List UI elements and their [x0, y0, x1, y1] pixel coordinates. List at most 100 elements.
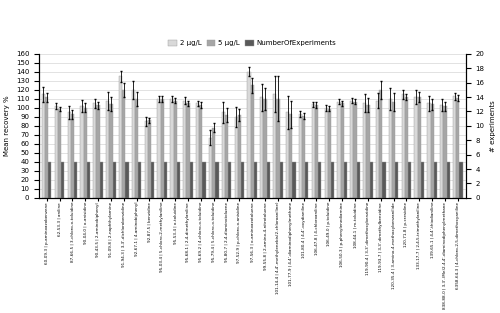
- Bar: [376, 101, 379, 198]
- Bar: [392, 102, 395, 198]
- Bar: [280, 162, 283, 198]
- Bar: [264, 99, 266, 198]
- Bar: [135, 99, 138, 198]
- Bar: [405, 97, 408, 198]
- Bar: [440, 105, 444, 198]
- Bar: [183, 101, 186, 198]
- Bar: [212, 128, 216, 198]
- Bar: [306, 162, 308, 198]
- Bar: [61, 162, 64, 198]
- Bar: [42, 95, 45, 198]
- Bar: [45, 97, 48, 198]
- Bar: [318, 162, 322, 198]
- Bar: [234, 117, 238, 198]
- Bar: [80, 106, 84, 198]
- Bar: [328, 109, 331, 198]
- Bar: [87, 162, 90, 198]
- Bar: [456, 98, 460, 198]
- Bar: [84, 108, 87, 198]
- Bar: [177, 162, 180, 198]
- Bar: [446, 162, 450, 198]
- Bar: [266, 162, 270, 198]
- Bar: [350, 101, 354, 198]
- Bar: [151, 162, 154, 198]
- Bar: [228, 162, 232, 198]
- Bar: [222, 112, 225, 198]
- Bar: [93, 103, 96, 198]
- Bar: [74, 162, 77, 198]
- Bar: [158, 99, 160, 198]
- Bar: [382, 162, 386, 198]
- Bar: [370, 162, 372, 198]
- Bar: [366, 105, 370, 198]
- Bar: [414, 97, 418, 198]
- Bar: [292, 162, 296, 198]
- Bar: [138, 162, 141, 198]
- Bar: [354, 102, 356, 198]
- Bar: [54, 106, 58, 198]
- Bar: [356, 162, 360, 198]
- Bar: [202, 162, 205, 198]
- Bar: [418, 97, 421, 198]
- Bar: [106, 101, 110, 198]
- Bar: [112, 162, 116, 198]
- Bar: [68, 112, 70, 198]
- Y-axis label: # experiments: # experiments: [490, 100, 496, 152]
- Bar: [340, 103, 344, 198]
- Bar: [100, 162, 103, 198]
- Bar: [250, 85, 254, 198]
- Bar: [96, 105, 100, 198]
- Bar: [190, 162, 193, 198]
- Bar: [338, 102, 340, 198]
- Bar: [344, 162, 347, 198]
- Bar: [132, 90, 135, 198]
- Bar: [430, 104, 434, 198]
- Bar: [434, 162, 437, 198]
- Bar: [209, 137, 212, 198]
- Bar: [444, 106, 446, 198]
- Bar: [286, 112, 289, 198]
- Bar: [58, 109, 61, 198]
- Bar: [48, 162, 51, 198]
- Bar: [225, 115, 228, 198]
- Bar: [276, 99, 280, 198]
- Bar: [315, 105, 318, 198]
- Bar: [148, 121, 151, 198]
- Bar: [395, 162, 398, 198]
- Bar: [408, 162, 412, 198]
- Bar: [126, 162, 128, 198]
- Bar: [174, 101, 177, 198]
- Bar: [324, 108, 328, 198]
- Bar: [170, 99, 173, 198]
- Bar: [110, 104, 112, 198]
- Bar: [160, 99, 164, 198]
- Bar: [302, 116, 306, 198]
- Bar: [379, 90, 382, 198]
- Bar: [453, 96, 456, 198]
- Bar: [122, 90, 126, 198]
- Legend: 2 µg/L, 5 µg/L, NumberOfExperiments: 2 µg/L, 5 µg/L, NumberOfExperiments: [167, 39, 338, 48]
- Bar: [299, 114, 302, 198]
- Bar: [196, 103, 199, 198]
- Y-axis label: Mean recovery %: Mean recovery %: [4, 95, 10, 156]
- Bar: [241, 162, 244, 198]
- Bar: [216, 162, 218, 198]
- Bar: [238, 115, 241, 198]
- Bar: [144, 121, 148, 198]
- Bar: [289, 114, 292, 198]
- Bar: [248, 72, 250, 198]
- Bar: [119, 76, 122, 198]
- Bar: [164, 162, 167, 198]
- Bar: [331, 162, 334, 198]
- Bar: [260, 97, 264, 198]
- Bar: [402, 95, 405, 198]
- Bar: [428, 103, 430, 198]
- Bar: [312, 104, 315, 198]
- Bar: [273, 95, 276, 198]
- Bar: [389, 99, 392, 198]
- Bar: [199, 105, 202, 198]
- Bar: [186, 103, 190, 198]
- Bar: [421, 162, 424, 198]
- Bar: [460, 162, 462, 198]
- Bar: [363, 103, 366, 198]
